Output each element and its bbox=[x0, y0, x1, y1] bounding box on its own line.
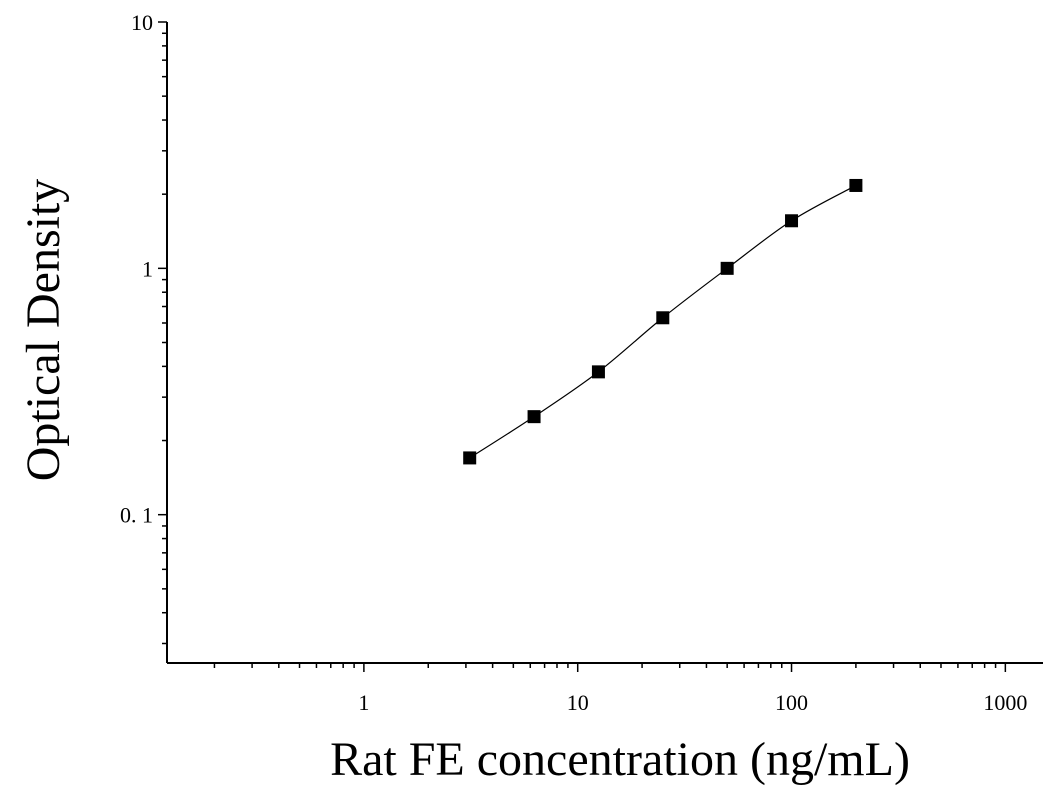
data-point bbox=[720, 261, 734, 275]
x-tick-label: 100 bbox=[775, 690, 808, 715]
x-tick-label: 1000 bbox=[983, 690, 1027, 715]
x-tick-labels: 1 10 100 1000 bbox=[358, 690, 1027, 715]
x-tick-label: 10 bbox=[567, 690, 589, 715]
axes bbox=[166, 22, 1043, 664]
y-ticks bbox=[158, 21, 167, 645]
data-point bbox=[527, 410, 541, 424]
y-tick-label: 1 bbox=[142, 256, 153, 281]
x-tick-label: 1 bbox=[358, 690, 369, 715]
x-axis-title: Rat FE concentration (ng/mL) bbox=[330, 733, 910, 786]
data-point bbox=[656, 311, 670, 325]
y-tick-labels: 0. 1 1 10 bbox=[120, 10, 153, 528]
y-tick-label: 10 bbox=[131, 10, 153, 35]
y-tick-label: 0. 1 bbox=[120, 503, 153, 528]
data-point bbox=[591, 365, 605, 379]
data-point bbox=[849, 178, 863, 192]
x-ticks bbox=[213, 663, 1007, 672]
data-points bbox=[463, 178, 863, 465]
data-point bbox=[463, 451, 477, 465]
data-point bbox=[785, 214, 799, 228]
y-axis-title: Optical Density bbox=[17, 179, 70, 482]
